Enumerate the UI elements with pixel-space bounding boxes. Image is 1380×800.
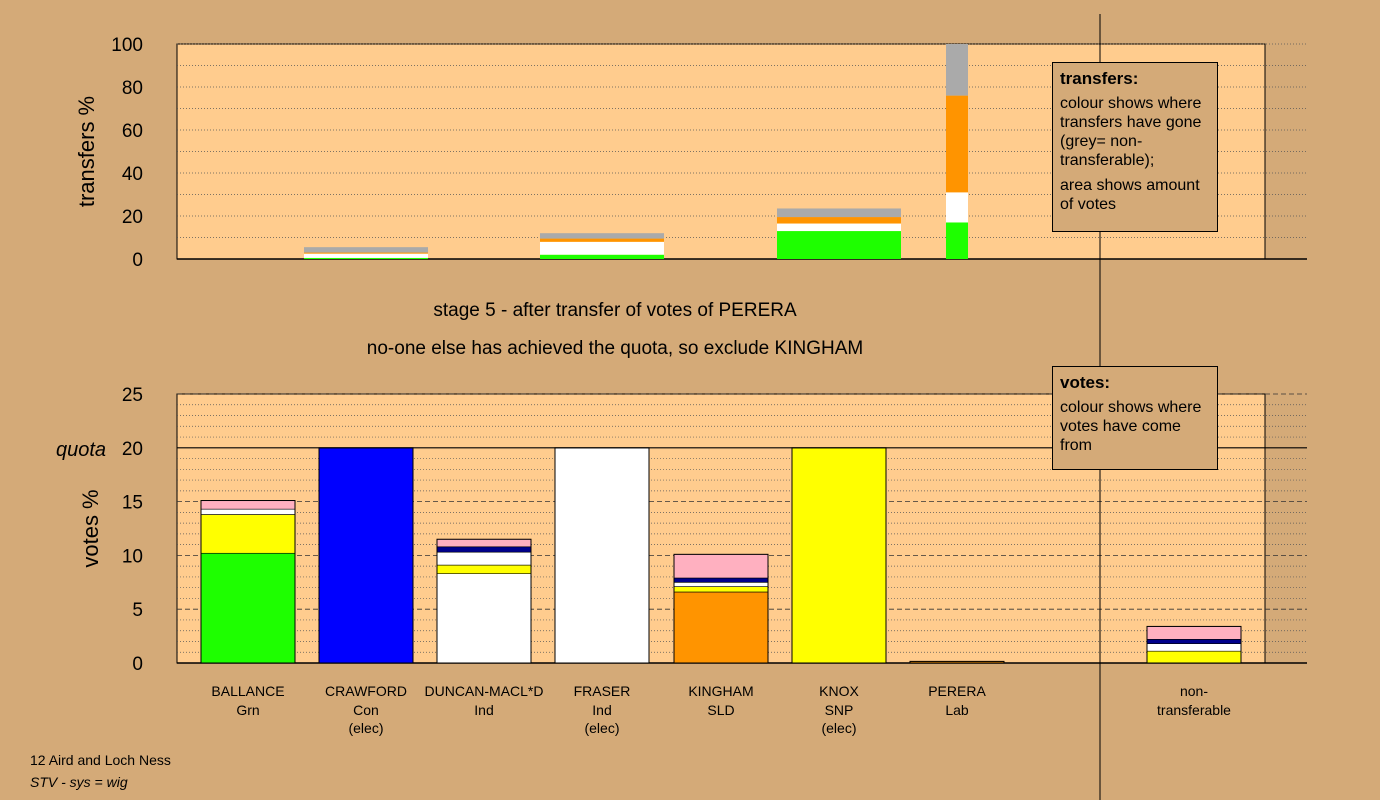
candidate-name: DUNCAN-MACL*D [424, 683, 543, 699]
votes-bar-segment [200, 514, 296, 554]
votes-bar-segment [200, 500, 296, 510]
candidate-party: Ind [474, 702, 493, 718]
transfers-legend-heading: transfers: [1060, 69, 1139, 88]
candidate-status: (elec) [348, 720, 383, 736]
votes-bar-segment [1146, 650, 1242, 664]
candidate-status: (elec) [584, 720, 619, 736]
transfers-bar-segment [946, 192, 968, 223]
transfers-bar-segment [777, 231, 901, 259]
transfers-bar-segment [777, 223, 901, 232]
transfers-y-tick-label: 40 [122, 164, 143, 185]
votes-bar-segment [1146, 643, 1242, 652]
votes-bar-segment [554, 447, 650, 664]
transfers-legend-text: colour shows where transfers have gone (… [1060, 95, 1202, 169]
votes-bar-segment [673, 581, 769, 587]
transfers-bar-segment [304, 247, 428, 253]
votes-y-tick-label: 15 [122, 493, 143, 514]
candidate-name: CRAWFORD [325, 683, 407, 699]
votes-legend-box: votes: colour shows where votes have com… [1052, 366, 1218, 470]
votes-bar-segment [673, 586, 769, 593]
transfers-bar-segment [946, 44, 968, 96]
candidate-party: Lab [945, 702, 969, 718]
candidate-party: Ind [592, 702, 611, 718]
votes-y-tick-label: 20 [122, 439, 143, 460]
transfers-y-tick-label: 20 [122, 207, 143, 228]
votes-bar-segment [200, 552, 296, 664]
transfers-y-tick-label: 80 [122, 78, 143, 99]
votes-bar-segment [1146, 626, 1242, 640]
votes-legend-text: colour shows where votes have come from [1060, 399, 1202, 454]
system-label: STV - sys = wig [30, 774, 128, 790]
candidate-name: KNOX [819, 683, 859, 699]
votes-bar-segment [436, 573, 532, 664]
transfers-bar-segment [777, 217, 901, 224]
stage-description: stage 5 - after transfer of votes of PER… [433, 300, 797, 321]
candidate-party: SNP [825, 702, 854, 718]
quota-label: quota [56, 439, 106, 461]
votes-bar-segment [436, 538, 532, 548]
transfers-bar-segment [304, 252, 428, 254]
votes-y-tick-label: 5 [132, 600, 143, 621]
transfers-bar-segment [946, 222, 968, 259]
votes-bar-segment [436, 546, 532, 553]
votes-legend-heading: votes: [1060, 373, 1111, 392]
transfers-bar-segment [540, 233, 664, 239]
transfers-legend-box: transfers: colour shows where transfers … [1052, 62, 1218, 232]
votes-bar-segment [200, 508, 296, 515]
candidate-name: BALLANCE [211, 683, 284, 699]
transfers-bar-segment [540, 254, 664, 259]
candidate-party: Grn [236, 702, 259, 718]
candidate-name: KINGHAM [688, 683, 753, 699]
transfers-y-tick-label: 0 [132, 250, 143, 271]
votes-bar-segment [436, 564, 532, 574]
transfers-bar-segment [304, 253, 428, 258]
votes-bar-outline [436, 538, 532, 664]
candidate-labels: BALLANCE Grn CRAWFORD Con (elec) DUNCAN-MACL*… [211, 683, 1231, 736]
votes-y-tick-label: 25 [122, 385, 143, 406]
transfers-legend-area-text: area shows amount of votes [1060, 177, 1200, 213]
stage-decision: no-one else has achieved the quota, so e… [366, 338, 864, 359]
votes-bar-segment [436, 551, 532, 566]
nontransferable-label: non- [1180, 683, 1208, 699]
transfers-bar-segment [540, 238, 664, 242]
votes-bar-segment [791, 447, 887, 664]
votes-y-tick-label: 0 [132, 654, 143, 675]
votes-y-tick-label: 10 [122, 546, 143, 567]
nontransferable-label: transferable [1157, 702, 1231, 718]
candidate-party: SLD [707, 702, 734, 718]
votes-bar-segment [673, 577, 769, 583]
candidate-party: Con [353, 702, 379, 718]
transfers-bar-segment [946, 95, 968, 193]
candidate-name: FRASER [574, 683, 631, 699]
votes-bar-segment [673, 554, 769, 579]
votes-y-axis-label: votes % [78, 489, 103, 567]
votes-bar-outline [673, 553, 769, 664]
votes-bar-outline [1146, 625, 1242, 664]
constituency-name: 12 Aird and Loch Ness [30, 752, 171, 768]
candidate-name: PERERA [928, 683, 986, 699]
votes-bar-segment [673, 591, 769, 664]
transfers-y-tick-label: 60 [122, 121, 143, 142]
transfers-bar-segment [777, 208, 901, 218]
votes-bar-outline [200, 500, 296, 664]
transfers-y-axis-label: transfers % [74, 96, 99, 207]
candidate-status: (elec) [821, 720, 856, 736]
transfers-y-tick-label: 100 [111, 35, 143, 56]
votes-bar-segment [318, 447, 414, 664]
votes-bar-segment [1146, 639, 1242, 644]
votes-bar-outline [909, 660, 1005, 664]
transfers-bar-segment [304, 257, 428, 259]
transfers-bar-segment [540, 241, 664, 255]
